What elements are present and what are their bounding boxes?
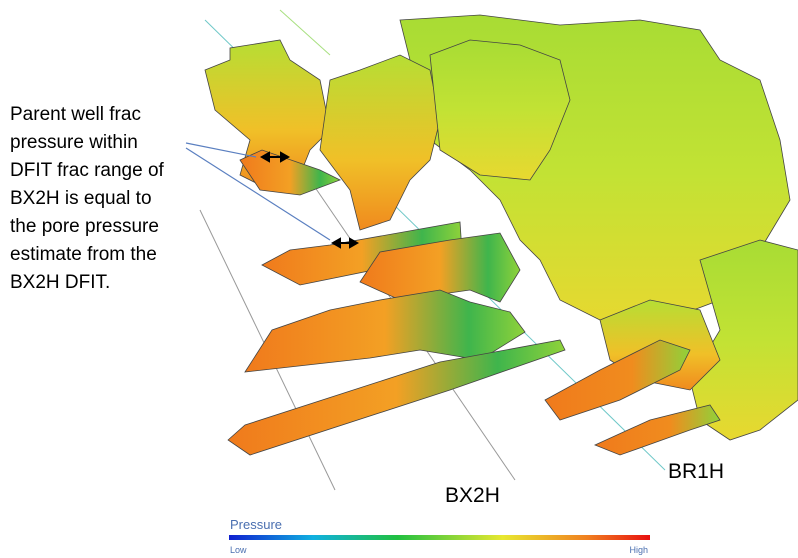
legend-title: Pressure <box>230 517 282 532</box>
visualization: Parent well frac pressure within DFIT fr… <box>0 0 798 558</box>
annotation-line: DFIT frac range of <box>10 160 165 181</box>
annotation-line: the pore pressure <box>10 216 159 237</box>
colorbar <box>229 535 650 540</box>
well-label: BR1H <box>668 460 724 483</box>
legend-high: High <box>629 545 648 555</box>
frac-surfaces <box>205 15 798 455</box>
annotation-line: Parent well frac <box>10 104 141 125</box>
annotation-line: pressure within <box>10 132 138 153</box>
well-label: BX2H <box>445 484 500 507</box>
annotation-line: BX2H DFIT. <box>10 272 110 293</box>
annotation-line: BX2H is equal to <box>10 188 152 209</box>
annotation-line: estimate from the <box>10 244 157 265</box>
legend-low: Low <box>230 545 247 555</box>
